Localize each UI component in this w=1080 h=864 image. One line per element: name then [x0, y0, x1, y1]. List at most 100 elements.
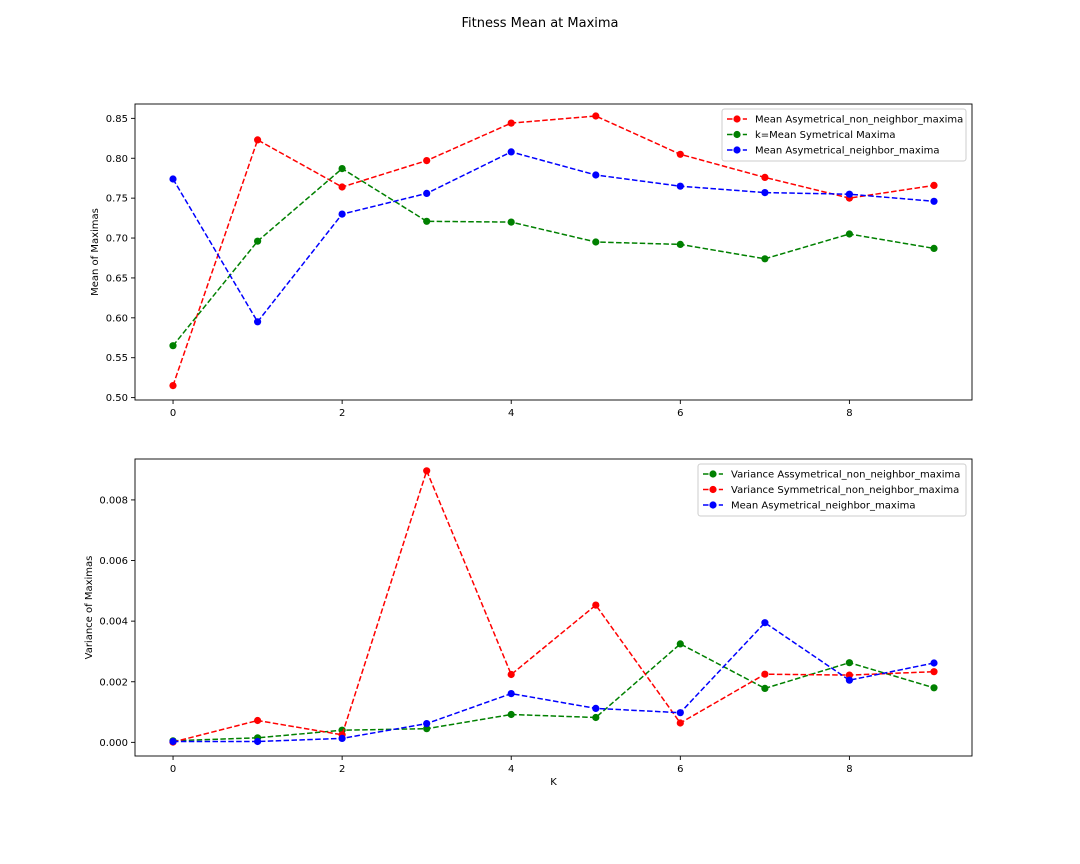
- y-tick-label: 0.60: [106, 313, 128, 324]
- legend-box: [697, 463, 967, 517]
- legend: Mean Asymetrical_non_neighbor_maxima k=Me…: [721, 108, 967, 162]
- x-tick-label: 2: [339, 764, 345, 775]
- data-point-2-5: [592, 171, 600, 179]
- legend-entry-2: Mean Asymetrical_neighbor_maxima: [731, 501, 915, 512]
- legend-marker-1: [709, 485, 717, 494]
- data-point-1-1: [254, 716, 262, 725]
- data-point-2-2: [338, 734, 346, 743]
- data-point-0-4: [507, 710, 515, 719]
- data-point-0-6: [676, 150, 684, 158]
- figure-title: Fitness Mean at Maxima: [461, 16, 618, 31]
- series-line-2: [173, 621, 935, 743]
- legend-marker-0: [709, 470, 717, 478]
- x-tick-label: 4: [508, 408, 514, 419]
- x-axis-label: K: [550, 777, 557, 788]
- data-point-2-3: [423, 189, 431, 197]
- data-point-2-0: [169, 175, 177, 183]
- y-tick-label: 0.65: [106, 273, 128, 284]
- data-point-2-0: [169, 737, 177, 746]
- legend-box: [721, 108, 967, 162]
- data-point-0-9: [930, 181, 938, 189]
- data-point-2-1: [254, 318, 262, 326]
- legend-marker-2: [733, 146, 741, 154]
- y-tick-label: 0.002: [99, 677, 128, 688]
- data-point-0-5: [592, 112, 600, 120]
- data-point-0-3: [423, 157, 431, 165]
- data-point-2-4: [507, 148, 515, 156]
- data-point-2-9: [930, 197, 938, 205]
- variance-chart: 0 2 4 6 8 0.000 0.002 0.004 0.006 0.008 Variance o…: [84, 458, 973, 788]
- data-point-1-6: [676, 240, 684, 248]
- series-line-1: [172, 167, 935, 347]
- y-axis-label: Variance of Maximas: [84, 556, 95, 660]
- x-tick-label: 6: [677, 764, 683, 775]
- legend-marker-0: [733, 115, 741, 123]
- plot-frame: [134, 458, 973, 757]
- x-tick-label: 0: [170, 764, 176, 775]
- data-point-2-7: [761, 189, 769, 197]
- data-point-1-7: [761, 255, 769, 263]
- data-point-2-9: [930, 659, 938, 667]
- data-point-2-7: [761, 619, 769, 627]
- data-point-1-9: [930, 668, 938, 676]
- data-point-0-7: [761, 684, 769, 693]
- data-point-2-8: [845, 676, 854, 684]
- data-point-1-3: [423, 217, 431, 225]
- data-point-0-3: [423, 725, 431, 733]
- data-point-0-8: [845, 659, 854, 667]
- data-point-1-5: [592, 238, 600, 246]
- series-line-0: [172, 642, 935, 742]
- legend-entry-1: k=Mean Symetrical Maxima: [755, 130, 895, 141]
- legend-marker-1: [733, 130, 741, 139]
- y-tick-label: 0.70: [106, 234, 128, 245]
- data-point-1-7: [761, 670, 769, 678]
- series-line-2: [172, 151, 935, 324]
- data-point-0-5: [592, 713, 600, 722]
- data-point-2-2: [338, 210, 346, 218]
- data-point-1-8: [845, 671, 854, 679]
- data-point-1-9: [930, 244, 938, 252]
- data-point-0-0: [169, 382, 177, 390]
- x-tick-label: 0: [170, 408, 176, 419]
- y-tick-label: 0.75: [106, 194, 128, 205]
- y-tick-label: 0.85: [106, 114, 128, 125]
- data-point-2-6: [676, 709, 684, 717]
- data-point-1-6: [676, 719, 684, 727]
- x-tick-label: 8: [846, 764, 852, 775]
- series-line-0: [172, 115, 935, 386]
- y-tick-label: 0.50: [106, 393, 128, 404]
- mean-chart: 0 2 4 6 8 0.50 0.55 0.60 0.65 0.70 0.75 0.80 0.85 Mea…: [90, 103, 973, 419]
- x-tick-label: 4: [508, 764, 514, 775]
- data-point-1-8: [845, 230, 854, 238]
- data-point-2-1: [254, 737, 262, 746]
- data-point-1-3: [423, 467, 431, 475]
- series-line-1: [172, 468, 935, 743]
- plot-frame: [134, 103, 973, 401]
- y-tick-label: 0.004: [99, 617, 128, 628]
- data-point-1-4: [507, 218, 515, 226]
- legend-entry-1: Variance Symmetrical_non_neighbor_maxima: [731, 485, 959, 496]
- legend: Variance Assymetrical_non_neighbor_maxim…: [697, 463, 967, 517]
- data-point-2-6: [676, 182, 684, 190]
- y-tick-label: 0.000: [99, 738, 128, 749]
- x-tick-label: 6: [677, 408, 683, 419]
- x-tick-label: 8: [846, 408, 852, 419]
- data-point-1-0: [169, 342, 177, 350]
- y-tick-label: 0.80: [106, 154, 128, 165]
- y-tick-label: 0.55: [106, 353, 128, 364]
- data-point-2-8: [845, 190, 854, 198]
- data-point-0-4: [507, 119, 515, 127]
- data-point-1-2: [338, 165, 346, 173]
- y-tick-label: 0.008: [99, 495, 128, 506]
- data-point-0-9: [930, 684, 938, 692]
- data-point-2-4: [507, 690, 515, 698]
- y-axis-label: Mean of Maximas: [90, 208, 101, 296]
- data-point-1-1: [254, 237, 262, 245]
- data-point-1-4: [507, 670, 515, 679]
- legend-entry-0: Mean Asymetrical_non_neighbor_maxima: [755, 115, 963, 126]
- legend-entry-0: Variance Assymetrical_non_neighbor_maxim…: [731, 470, 960, 481]
- data-point-2-5: [592, 704, 600, 713]
- legend-marker-2: [709, 501, 717, 509]
- data-point-0-7: [761, 173, 769, 181]
